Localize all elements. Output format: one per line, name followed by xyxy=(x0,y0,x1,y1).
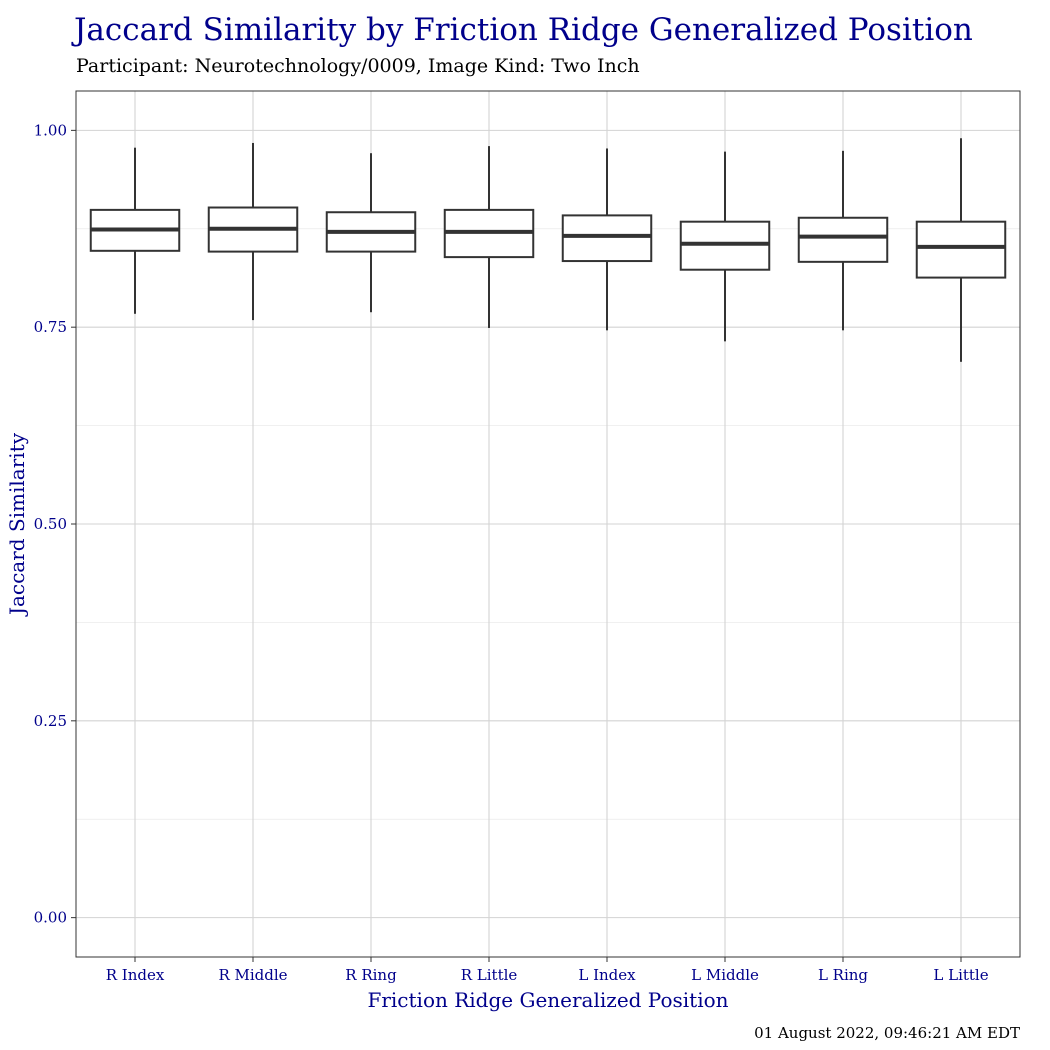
x-tick-label: R Ring xyxy=(345,966,397,984)
chart-subtitle: Participant: Neurotechnology/0009, Image… xyxy=(76,55,640,77)
chart-title: Jaccard Similarity by Friction Ridge Gen… xyxy=(71,12,973,48)
y-tick-label: 0.00 xyxy=(34,909,67,927)
y-tick-label: 0.50 xyxy=(34,515,67,533)
box-series xyxy=(89,138,1007,362)
y-tick-label: 0.25 xyxy=(34,712,67,730)
box-r-little xyxy=(443,146,535,328)
y-axis-title: Jaccard Similarity xyxy=(5,432,29,617)
iqr-box xyxy=(915,220,1007,279)
timestamp-caption: 01 August 2022, 09:46:21 AM EDT xyxy=(754,1024,1020,1042)
x-axis-title: Friction Ridge Generalized Position xyxy=(367,988,728,1012)
box-l-ring xyxy=(797,150,889,331)
box-l-middle xyxy=(679,151,771,342)
x-tick-label: L Little xyxy=(933,966,988,984)
box-r-index xyxy=(89,147,181,314)
iqr-box xyxy=(561,214,653,263)
box-r-middle xyxy=(207,142,299,321)
major-gridlines-y xyxy=(76,129,1020,919)
box-l-index xyxy=(561,148,653,331)
y-tick-label: 0.75 xyxy=(34,318,67,336)
plot-panel xyxy=(75,90,1021,958)
y-axis: 0.00 0.25 0.50 0.75 1.00 xyxy=(34,121,76,927)
x-tick-label: R Middle xyxy=(218,966,287,984)
y-tick-label: 1.00 xyxy=(34,121,67,139)
x-tick-label: L Index xyxy=(578,966,636,984)
iqr-box xyxy=(797,216,889,263)
box-r-ring xyxy=(325,153,417,313)
x-axis: R Index R Middle R Ring R Little L Index L Mi… xyxy=(106,957,989,984)
x-tick-label: R Index xyxy=(106,966,165,984)
x-tick-label: L Ring xyxy=(818,966,868,984)
x-tick-label: R Little xyxy=(461,966,518,984)
box-l-little xyxy=(915,138,1007,362)
x-tick-label: L Middle xyxy=(691,966,759,984)
